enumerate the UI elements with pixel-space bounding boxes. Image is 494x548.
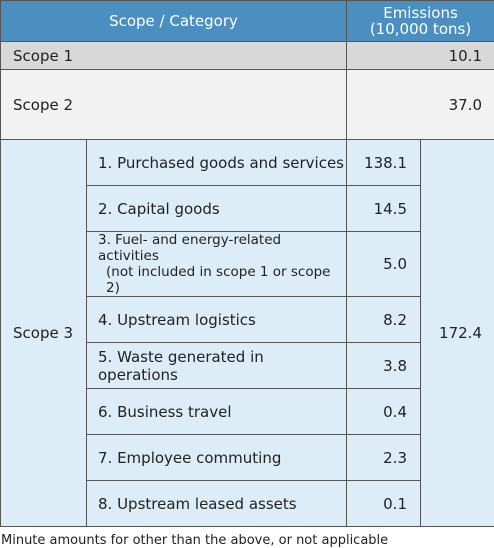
category-name: 8. Upstream leased assets — [87, 481, 347, 527]
scope1-value: 10.1 — [347, 42, 494, 70]
category-name: 5. Waste generated in operations — [87, 343, 347, 389]
scope2-row: Scope 2 37.0 — [1, 70, 494, 140]
category-value: 138.1 — [347, 140, 421, 186]
scope2-label: Scope 2 — [1, 70, 347, 140]
header-emissions-title: Emissions — [347, 5, 494, 21]
scope1-label: Scope 1 — [1, 42, 347, 70]
header-emissions-unit: (10,000 tons) — [347, 21, 494, 37]
category-name-line2: (not included in scope 1 or scope 2) — [98, 264, 346, 296]
category-name: 2. Capital goods — [87, 186, 347, 232]
category-name: 6. Business travel — [87, 389, 347, 435]
emissions-table: Scope / Category Emissions (10,000 tons)… — [0, 0, 494, 527]
category-value: 8.2 — [347, 297, 421, 343]
scope2-value: 37.0 — [347, 70, 494, 140]
category-value: 0.4 — [347, 389, 421, 435]
scope3-total: 172.4 — [421, 140, 494, 527]
header-emissions: Emissions (10,000 tons) — [347, 1, 494, 42]
category-value: 5.0 — [347, 232, 421, 297]
category-name: 7. Employee commuting — [87, 435, 347, 481]
category-name: 3. Fuel- and energy-related activities (… — [87, 232, 347, 297]
footnote: Minute amounts for other than the above,… — [1, 533, 494, 548]
category-value: 0.1 — [347, 481, 421, 527]
category-value: 14.5 — [347, 186, 421, 232]
scope1-row: Scope 1 10.1 — [1, 42, 494, 70]
category-name-line1: 3. Fuel- and energy-related activities — [98, 232, 346, 264]
scope3-label: Scope 3 — [1, 140, 87, 527]
category-value: 2.3 — [347, 435, 421, 481]
category-value: 3.8 — [347, 343, 421, 389]
category-name: 4. Upstream logistics — [87, 297, 347, 343]
header-scope-category: Scope / Category — [1, 1, 347, 42]
category-name: 1. Purchased goods and services — [87, 140, 347, 186]
table-row: Scope 3 1. Purchased goods and services … — [1, 140, 494, 186]
header-row: Scope / Category Emissions (10,000 tons) — [1, 1, 494, 42]
